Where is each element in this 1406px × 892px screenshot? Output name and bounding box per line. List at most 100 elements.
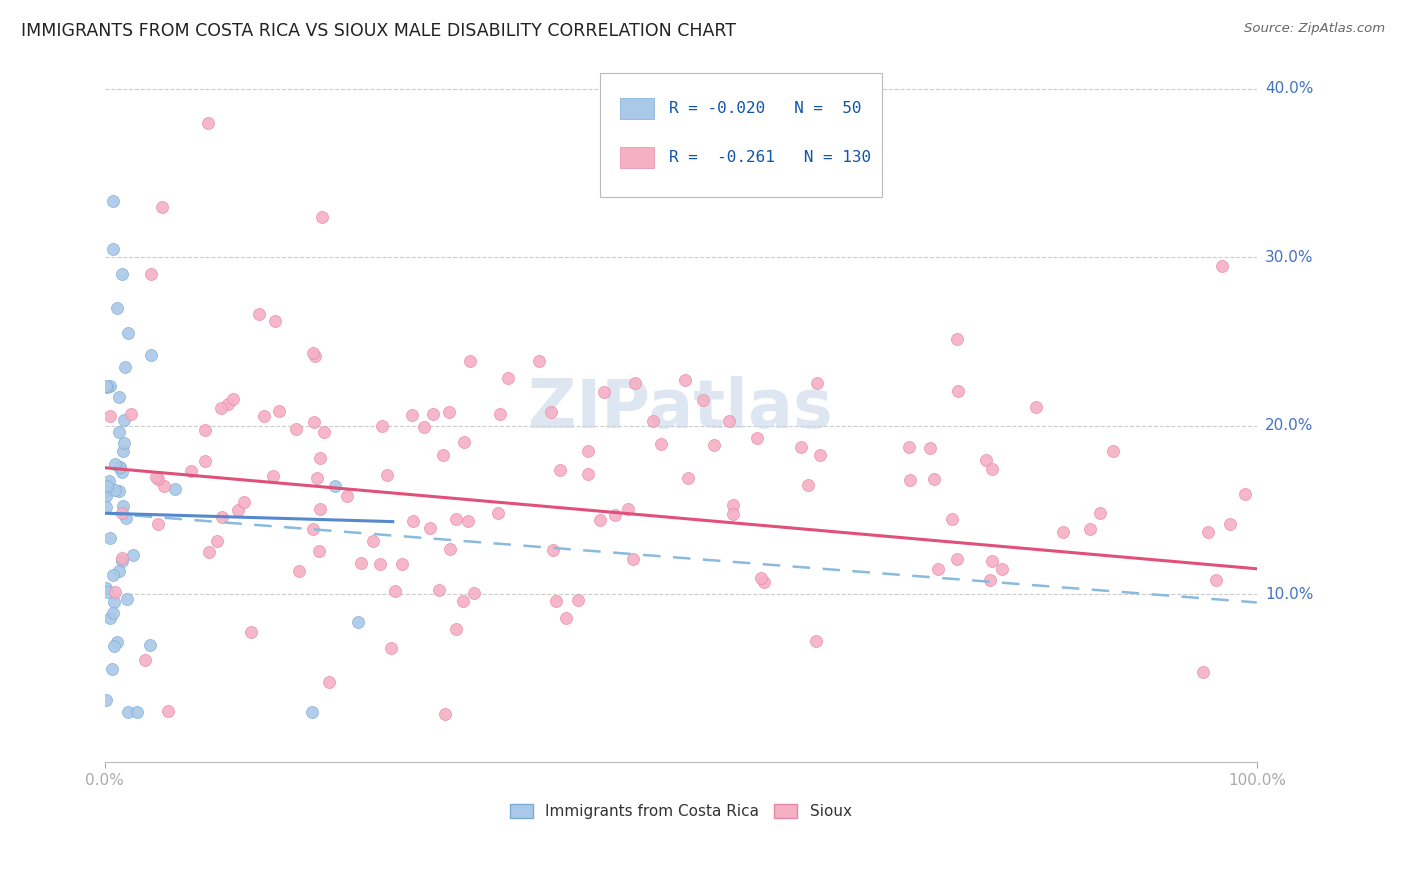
Point	[100, 531, 122, 545]
Point	[790, 440, 813, 454]
Point	[979, 574, 1001, 588]
Point	[97, 585, 120, 599]
Point	[98, 379, 121, 393]
Point	[111, 499, 134, 513]
Point	[380, 640, 402, 655]
Point	[104, 483, 127, 498]
Point	[288, 565, 311, 579]
Point	[451, 593, 474, 607]
Point	[489, 408, 512, 422]
Point	[312, 425, 335, 439]
Point	[112, 413, 135, 427]
Point	[432, 448, 454, 462]
Point	[267, 404, 290, 418]
Point	[111, 506, 134, 520]
Point	[675, 373, 697, 387]
Point	[412, 420, 434, 434]
Point	[302, 415, 325, 429]
Point	[1197, 524, 1219, 539]
Point	[439, 542, 461, 557]
Point	[897, 440, 920, 454]
Point	[138, 638, 160, 652]
Point	[541, 543, 564, 558]
Point	[375, 467, 398, 482]
Text: 20.0%: 20.0%	[1265, 418, 1313, 434]
Point	[941, 512, 963, 526]
Point	[122, 548, 145, 562]
Point	[981, 462, 1004, 476]
Point	[96, 380, 118, 394]
Point	[108, 564, 131, 578]
Point	[94, 581, 117, 595]
Point	[101, 242, 124, 256]
Point	[721, 499, 744, 513]
Point	[98, 475, 121, 489]
Point	[205, 534, 228, 549]
Point	[991, 562, 1014, 576]
Point	[692, 393, 714, 408]
Point	[318, 675, 340, 690]
Point	[747, 431, 769, 445]
Point	[643, 414, 665, 428]
Point	[1052, 525, 1074, 540]
Point	[247, 307, 270, 321]
Point	[946, 384, 969, 399]
Point	[347, 615, 370, 629]
Point	[370, 558, 392, 572]
Point	[401, 409, 423, 423]
Point	[139, 348, 162, 362]
Point	[125, 705, 148, 719]
Point	[146, 517, 169, 532]
Point	[754, 574, 776, 589]
Point	[104, 457, 127, 471]
Point	[717, 414, 740, 428]
Point	[617, 502, 640, 516]
FancyBboxPatch shape	[600, 73, 883, 196]
Point	[808, 448, 831, 462]
Point	[567, 593, 589, 607]
Point	[111, 267, 134, 281]
Point	[150, 200, 173, 214]
Point	[145, 470, 167, 484]
Point	[350, 556, 373, 570]
Point	[422, 407, 444, 421]
Point	[402, 514, 425, 528]
Point	[253, 409, 276, 423]
Point	[1025, 401, 1047, 415]
Point	[922, 472, 945, 486]
Point	[305, 471, 328, 485]
Point	[444, 622, 467, 636]
Point	[108, 425, 131, 439]
Point	[898, 473, 921, 487]
Point	[108, 460, 131, 475]
Point	[1102, 443, 1125, 458]
Point	[117, 326, 139, 340]
Point	[592, 384, 614, 399]
Point	[115, 592, 138, 607]
Point	[301, 705, 323, 719]
Point	[105, 635, 128, 649]
Point	[110, 460, 132, 475]
Point	[589, 513, 612, 527]
Point	[463, 585, 485, 599]
Point	[336, 489, 359, 503]
Text: 40.0%: 40.0%	[1265, 81, 1313, 96]
Text: 10.0%: 10.0%	[1265, 587, 1313, 601]
Point	[117, 705, 139, 719]
Text: R = -0.020   N =  50: R = -0.020 N = 50	[669, 101, 862, 116]
Point	[197, 115, 219, 129]
Point	[262, 469, 284, 483]
Point	[527, 354, 550, 368]
Text: Source: ZipAtlas.com: Source: ZipAtlas.com	[1244, 22, 1385, 36]
Point	[309, 502, 332, 516]
Point	[361, 534, 384, 549]
Point	[1192, 665, 1215, 679]
Point	[434, 707, 457, 722]
Point	[1205, 574, 1227, 588]
Point	[101, 606, 124, 620]
Point	[156, 704, 179, 718]
Point	[134, 653, 156, 667]
Point	[165, 482, 187, 496]
Point	[304, 349, 326, 363]
Point	[427, 583, 450, 598]
